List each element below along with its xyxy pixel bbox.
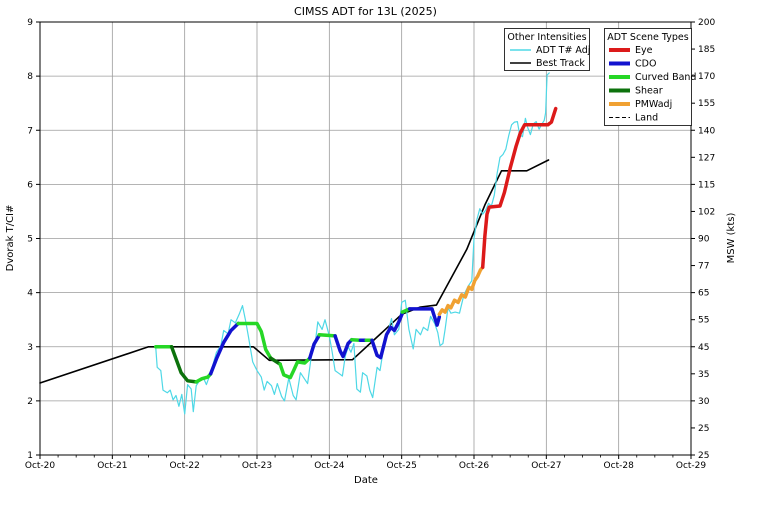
y-left-tick-label: 5 — [27, 235, 33, 245]
y-right-tick-label: 140 — [698, 126, 715, 136]
y-right-tick-label: 55 — [698, 316, 709, 326]
y-right-tick-label: 115 — [698, 180, 715, 190]
scene-segment-curved_band — [194, 372, 213, 384]
x-tick-label: Oct-27 — [531, 461, 561, 471]
scene-segment-curved_band — [278, 356, 312, 380]
x-axis-label: Date — [354, 475, 378, 486]
x-tick-label: Oct-20 — [25, 461, 56, 471]
legend-label-best_track: Best Track — [536, 58, 585, 69]
y-left-tick-label: 3 — [27, 343, 33, 353]
legend-scene-types: ADT Scene Types Eye CDO Curved Band Shear PM… — [604, 28, 696, 126]
scene-segment-cdo — [308, 333, 321, 360]
scene-segment-shear — [169, 345, 198, 384]
scene-segment-cdo — [370, 311, 405, 360]
scene-segment-shear — [268, 356, 282, 366]
y-left-tick-label: 4 — [27, 289, 33, 299]
x-tick-label: Oct-28 — [604, 461, 635, 471]
y-left-tick-label: 6 — [27, 180, 33, 190]
y-right-tick-label: 102 — [698, 207, 715, 217]
y-right-tick-label: 170 — [698, 72, 715, 82]
legend-label-shear: Shear — [635, 86, 663, 97]
x-tick-label: Oct-25 — [387, 461, 417, 471]
y-right-tick-label: 77 — [698, 262, 709, 272]
y-left-tick-label: 1 — [27, 451, 33, 461]
scene-segment-cdo — [407, 307, 442, 327]
y-right-tick-label: 127 — [698, 153, 715, 163]
y-left-tick-label: 7 — [27, 126, 33, 136]
legend-label-pmwadj: PMWadj — [635, 99, 672, 110]
x-tick-label: Oct-21 — [97, 461, 127, 471]
scene-segment-curved_band — [317, 333, 337, 338]
legend-label-land: Land — [635, 113, 658, 124]
chart-title: CIMSS ADT for 13L (2025) — [294, 5, 437, 18]
y-left-tick-label: 8 — [27, 72, 33, 82]
y-left-tick-label: 2 — [27, 397, 33, 407]
y-right-axis-label: MSW (kts) — [726, 213, 737, 264]
x-tick-label: Oct-22 — [170, 461, 200, 471]
series-adt_t_adj — [155, 72, 550, 415]
y-right-tick-label: 200 — [698, 18, 715, 28]
plot-border — [39, 21, 692, 456]
legend-label-curved_band: Curved Band — [635, 72, 696, 83]
legend-label-cdo: CDO — [635, 59, 656, 70]
scene-segment-cdo — [333, 334, 354, 359]
x-tick-label: Oct-29 — [676, 461, 707, 471]
y-right-tick-label: 65 — [698, 289, 709, 299]
scene-segment-pmwadj — [437, 265, 485, 317]
y-right-tick-label: 35 — [698, 370, 709, 380]
y-right-tick-label: 185 — [698, 45, 715, 55]
data-series — [39, 72, 558, 415]
y-right-tick-label: 30 — [698, 397, 710, 407]
scene-segment-eye — [480, 106, 558, 269]
legend-label-eye: Eye — [635, 45, 653, 56]
legend-other-title: Other Intensities — [507, 32, 586, 43]
axis-ticks: Oct-20 Oct-21 Oct-22 Oct-23 Oct-24 Oct-25 Oct-… — [25, 18, 716, 471]
y-right-tick-label: 90 — [698, 235, 710, 245]
legend-scenes-title: ADT Scene Types — [607, 32, 688, 43]
y-right-tick-label: 25 — [698, 424, 709, 434]
x-tick-label: Oct-24 — [314, 461, 345, 471]
x-tick-label: Oct-26 — [459, 461, 490, 471]
y-left-tick-label: 9 — [27, 18, 33, 28]
legend-label-adt_t_adj: ADT T# Adj — [536, 45, 590, 56]
legend-other-intensities: Other Intensities ADT T# Adj Best Track — [504, 28, 590, 71]
scene-segment-cdo — [208, 321, 240, 376]
gridlines — [40, 22, 691, 455]
y-left-axis-label: Dvorak T/CI# — [5, 205, 16, 272]
y-right-tick-label: 45 — [698, 343, 709, 353]
scene-segment-curved_band — [236, 321, 273, 360]
x-tick-label: Oct-23 — [242, 461, 272, 471]
y-right-tick-label: 25 — [698, 451, 709, 461]
y-right-tick-label: 155 — [698, 99, 715, 109]
